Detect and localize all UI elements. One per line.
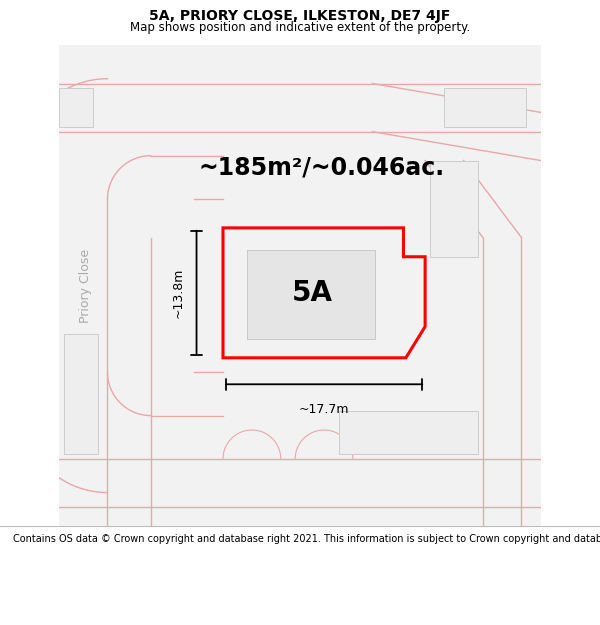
Polygon shape <box>338 411 478 454</box>
Polygon shape <box>445 88 526 127</box>
Polygon shape <box>59 88 93 127</box>
Text: ~17.7m: ~17.7m <box>299 402 349 416</box>
Text: Priory Close: Priory Close <box>79 249 92 322</box>
Polygon shape <box>430 161 478 257</box>
Text: ~185m²/~0.046ac.: ~185m²/~0.046ac. <box>199 156 445 180</box>
Text: 5A, PRIORY CLOSE, ILKESTON, DE7 4JF: 5A, PRIORY CLOSE, ILKESTON, DE7 4JF <box>149 9 451 23</box>
Polygon shape <box>64 334 98 454</box>
Text: 5A: 5A <box>292 279 332 307</box>
Text: Contains OS data © Crown copyright and database right 2021. This information is : Contains OS data © Crown copyright and d… <box>13 534 600 544</box>
Text: ~13.8m: ~13.8m <box>172 268 184 318</box>
Bar <box>247 249 374 339</box>
Text: Map shows position and indicative extent of the property.: Map shows position and indicative extent… <box>130 21 470 34</box>
